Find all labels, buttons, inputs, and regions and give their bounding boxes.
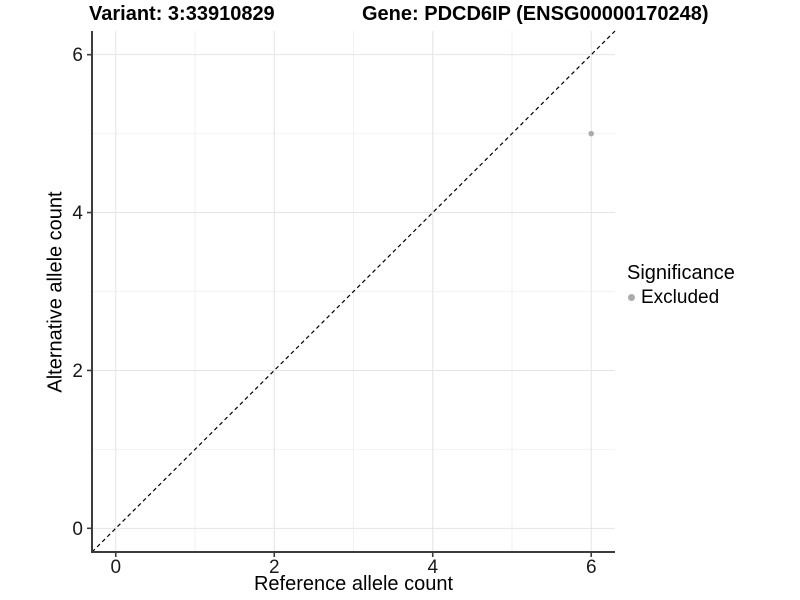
x-tick-label: 2 — [269, 557, 280, 578]
x-tick-label: 6 — [586, 557, 597, 578]
axis-ticks — [87, 53, 593, 557]
grid-minor — [92, 31, 615, 552]
y-tick-label: 0 — [72, 519, 83, 540]
x-axis-title: Reference allele count — [253, 573, 453, 595]
legend-item-excluded: Excluded — [627, 286, 735, 309]
plot-title-variant: Variant: 3:33910829 — [89, 3, 275, 25]
excluded-point-icon — [628, 294, 635, 301]
data-point — [588, 130, 595, 137]
x-tick-label: 4 — [427, 557, 438, 578]
legend: Significance Excluded — [627, 261, 735, 309]
y-axis-title: Alternative allele count — [44, 191, 67, 393]
y-tick-label: 2 — [72, 361, 83, 382]
x-tick-label: 0 — [110, 557, 121, 578]
legend-item-label: Excluded — [641, 287, 720, 308]
plot-title-gene: Gene: PDCD6IP (ENSG00000170248) — [362, 3, 709, 25]
grid-major — [92, 31, 615, 552]
legend-title: Significance — [627, 262, 735, 284]
y-tick-label: 4 — [72, 203, 83, 224]
y-tick-label: 6 — [72, 45, 83, 66]
axis-tick-labels: 0 2 4 6 0 2 4 6 — [72, 45, 596, 578]
data-points — [588, 130, 595, 137]
identity-line — [91, 30, 616, 553]
